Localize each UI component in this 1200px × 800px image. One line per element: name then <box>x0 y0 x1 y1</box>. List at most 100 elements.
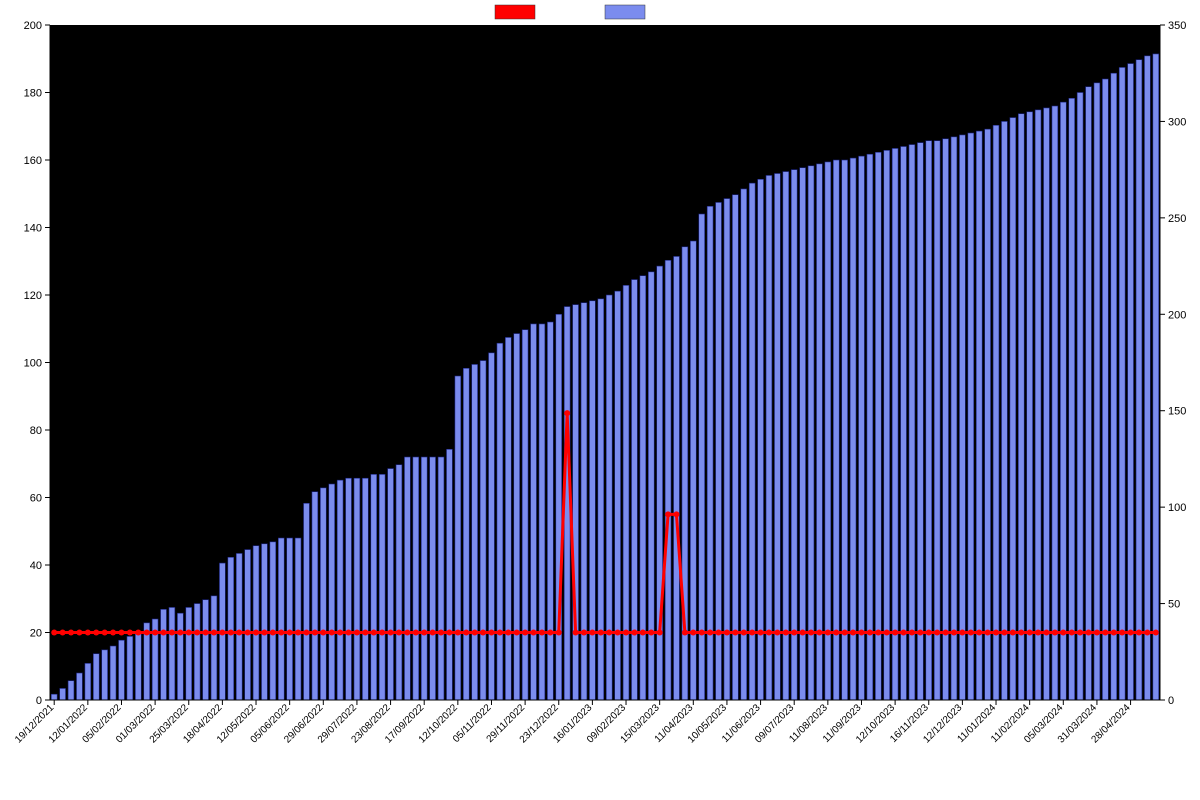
line-marker <box>354 630 360 636</box>
bar <box>1111 73 1117 700</box>
bar <box>438 457 444 700</box>
bar <box>800 168 806 700</box>
line-marker <box>253 630 259 636</box>
line-marker <box>833 630 839 636</box>
bar <box>177 613 183 700</box>
line-marker <box>648 630 654 636</box>
bar <box>993 125 999 700</box>
bar <box>901 147 907 701</box>
bar <box>581 303 587 700</box>
left-tick-label: 0 <box>36 695 42 707</box>
bar <box>228 557 234 700</box>
bar <box>320 488 326 700</box>
line-marker <box>1086 630 1092 636</box>
line-marker <box>976 630 982 636</box>
bar <box>489 353 495 700</box>
bar <box>135 633 141 701</box>
line-marker <box>228 630 234 636</box>
bar <box>1027 112 1033 700</box>
line-marker <box>236 630 242 636</box>
line-marker <box>1094 630 1100 636</box>
line-marker <box>404 630 410 636</box>
bar <box>1153 54 1159 700</box>
line-marker <box>606 630 612 636</box>
bar <box>1119 67 1125 700</box>
bar <box>825 162 831 700</box>
line-marker <box>867 630 873 636</box>
bar <box>329 484 335 700</box>
line-marker <box>388 630 394 636</box>
line-marker <box>118 630 124 636</box>
bar <box>959 135 965 700</box>
line-marker <box>261 630 267 636</box>
line-marker <box>909 630 915 636</box>
line-marker <box>1119 630 1125 636</box>
line-marker <box>505 630 511 636</box>
line-marker <box>1069 630 1075 636</box>
bar <box>211 596 217 700</box>
bar <box>295 538 301 700</box>
line-marker <box>690 630 696 636</box>
legend-swatch <box>605 5 645 19</box>
line-marker <box>707 630 713 636</box>
line-marker <box>312 630 318 636</box>
bar <box>161 609 167 700</box>
line-marker <box>531 630 537 636</box>
line-marker <box>480 630 486 636</box>
line-marker <box>808 630 814 636</box>
line-marker <box>371 630 377 636</box>
line-marker <box>985 630 991 636</box>
bar <box>421 457 427 700</box>
bar <box>522 330 528 700</box>
line-marker <box>968 630 974 636</box>
bar <box>497 343 503 700</box>
line-marker <box>749 630 755 636</box>
line-marker <box>396 630 402 636</box>
bar <box>287 538 293 700</box>
right-tick-label: 150 <box>1168 406 1186 418</box>
line-marker <box>161 630 167 636</box>
right-tick-label: 100 <box>1168 502 1186 514</box>
right-tick-label: 50 <box>1168 599 1180 611</box>
bar <box>388 469 394 700</box>
left-tick-label: 80 <box>30 425 42 437</box>
bar <box>766 175 772 700</box>
line-marker <box>657 630 663 636</box>
line-marker <box>144 630 150 636</box>
bar <box>648 272 654 700</box>
line-marker <box>766 630 772 636</box>
bar <box>76 673 82 700</box>
bar <box>867 154 873 700</box>
bar <box>93 654 99 700</box>
bar <box>531 324 537 700</box>
line-marker <box>1043 630 1049 636</box>
bar <box>110 646 116 700</box>
bar <box>1136 60 1142 700</box>
bar <box>1102 79 1108 700</box>
line-marker <box>858 630 864 636</box>
line-marker <box>1102 630 1108 636</box>
bar <box>236 553 242 700</box>
line-marker <box>522 630 528 636</box>
line-marker <box>152 630 158 636</box>
bar <box>1001 121 1007 700</box>
line-marker <box>68 630 74 636</box>
line-marker <box>186 630 192 636</box>
line-marker <box>631 630 637 636</box>
bar <box>430 457 436 700</box>
bar <box>1044 108 1050 700</box>
line-marker <box>1136 630 1142 636</box>
bar <box>455 376 461 700</box>
bar <box>859 156 865 700</box>
line-marker <box>85 630 91 636</box>
bar <box>741 189 747 700</box>
line-marker <box>615 630 621 636</box>
bar <box>833 160 839 700</box>
bar <box>119 640 125 700</box>
bar <box>413 457 419 700</box>
legend <box>495 5 645 19</box>
line-marker <box>875 630 881 636</box>
line-marker <box>892 630 898 636</box>
line-marker <box>816 630 822 636</box>
bar <box>480 361 486 700</box>
